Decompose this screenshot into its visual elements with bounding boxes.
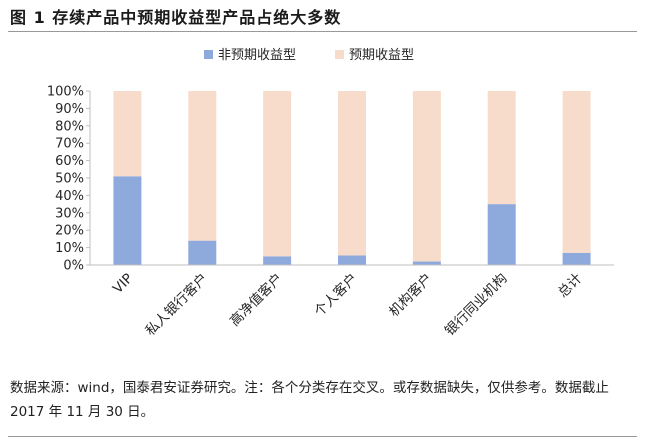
bottom-divider	[8, 436, 637, 437]
bar-segment	[338, 255, 366, 265]
bar-segment	[188, 91, 217, 241]
x-category-label: 银行同业机构	[442, 271, 511, 340]
x-category-label: 总计	[555, 271, 585, 301]
y-tick-label: 70%	[55, 137, 84, 152]
legend-swatch	[204, 50, 213, 59]
bar-segment	[263, 256, 292, 265]
bar-segment	[263, 91, 292, 257]
y-tick-label: 40%	[55, 189, 84, 204]
x-category-label: 个人客户	[311, 270, 361, 320]
bar-segment	[188, 240, 217, 265]
x-category-label: 高净值客户	[226, 270, 286, 330]
chart-area: 非预期收益型 预期收益型 0% 10% 20% 30% 40% 50% 60% 70% 80% 90%…	[18, 36, 624, 374]
y-tick-label: 100%	[47, 85, 84, 100]
y-tick-label: 90%	[55, 102, 84, 117]
bar-segment	[412, 91, 441, 262]
y-tick-label: 30%	[55, 206, 84, 221]
bar-segment	[562, 91, 591, 253]
y-tick-label: 80%	[55, 119, 84, 134]
figure-title: 图 1 存续产品中预期收益型产品占绝大多数	[10, 8, 342, 27]
bar-segment	[487, 91, 516, 205]
x-category-label: 机构客户	[385, 270, 435, 320]
legend-label: 预期收益型	[349, 48, 414, 63]
y-tick-label: 60%	[55, 154, 84, 169]
x-category-label: VIP	[110, 271, 136, 297]
bar-segment	[113, 91, 142, 177]
x-category-label: 私人银行客户	[142, 270, 211, 339]
y-tick-label: 50%	[55, 172, 84, 187]
y-tick-label: 20%	[55, 224, 84, 239]
bar-segment	[338, 91, 366, 256]
y-tick-label: 10%	[55, 241, 84, 256]
bar-segment	[487, 204, 516, 265]
y-tick-label: 0%	[63, 259, 84, 274]
bar-segment	[113, 176, 142, 265]
bar-segment	[412, 261, 441, 265]
legend-label: 非预期收益型	[218, 48, 296, 63]
legend-swatch	[335, 50, 344, 59]
stacked-bar-chart: 非预期收益型 预期收益型 0% 10% 20% 30% 40% 50% 60% 70% 80% 90%…	[47, 48, 614, 340]
title-divider	[8, 31, 637, 32]
bar-segment	[562, 252, 591, 265]
source-note: 数据来源：wind，国泰君安证券研究。注：各个分类存在交叉。或存数据缺失，仅供参…	[10, 380, 609, 420]
